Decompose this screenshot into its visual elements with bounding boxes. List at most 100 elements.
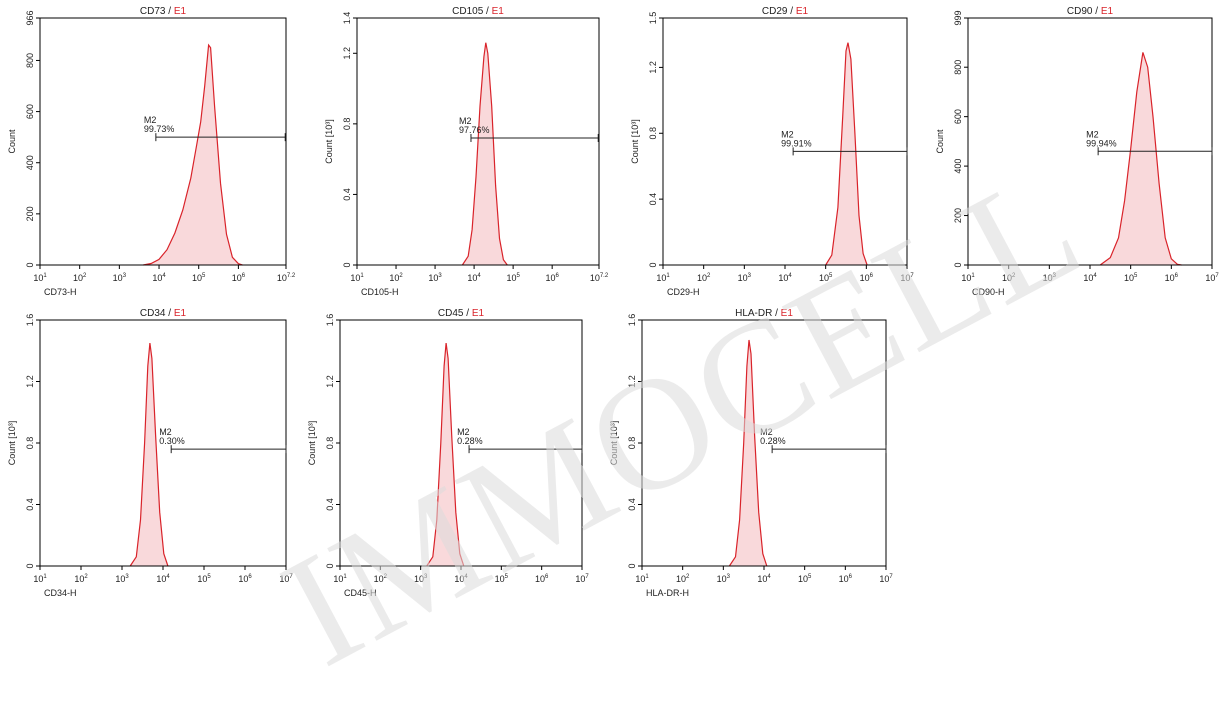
x-tick-base: 10 (819, 273, 829, 283)
x-tick-label: 104 (467, 273, 481, 283)
panel-title: CD90 / E1 (1067, 6, 1114, 17)
x-tick-base: 10 (467, 273, 477, 283)
x-tick-base: 10 (1205, 273, 1215, 283)
histogram-fill (1100, 52, 1182, 266)
histogram-line (143, 43, 243, 266)
x-tick-label: 102 (73, 273, 87, 283)
x-tick-label: 107.2 (277, 273, 296, 283)
y-axis-label: Count [10³] (324, 119, 334, 164)
x-tick-exponent: 3 (424, 574, 428, 580)
x-axis-label: CD90-H (972, 287, 1005, 297)
x-axis-label: CD29-H (667, 287, 700, 297)
x-tick-base: 10 (676, 574, 686, 584)
x-tick-base: 10 (961, 273, 971, 283)
x-tick-exponent: 5 (1134, 273, 1138, 279)
x-tick-label: 105 (506, 273, 520, 283)
x-tick-exponent: 3 (748, 273, 752, 279)
y-tick-label: 0.8 (648, 127, 658, 140)
y-tick-label: 1.2 (648, 61, 658, 74)
panel-title-gate: E1 (174, 6, 187, 17)
marker-percent: 0.28% (457, 436, 483, 446)
x-tick-base: 10 (635, 574, 645, 584)
x-tick-exponent: 6 (242, 273, 246, 279)
x-tick-exponent: 6 (849, 574, 853, 580)
x-tick-exponent: 1 (971, 273, 975, 279)
x-tick-exponent: 2 (84, 574, 88, 580)
marker-percent: 99.73% (144, 124, 175, 134)
panel-title: CD73 / E1 (140, 6, 187, 17)
marker-name: M2 (459, 116, 472, 126)
histogram-line (728, 339, 768, 567)
x-tick-base: 10 (428, 273, 438, 283)
plot-frame (356, 17, 600, 266)
y-tick-label: 1.6 (325, 314, 335, 327)
x-tick-exponent: 3 (727, 574, 731, 580)
x-tick-base: 10 (495, 574, 505, 584)
x-tick-base: 10 (778, 273, 788, 283)
x-tick-label: 105 (495, 574, 509, 584)
x-tick-label: 104 (156, 574, 170, 584)
plot-frame (39, 17, 287, 266)
x-tick-base: 10 (545, 273, 555, 283)
panel-title-marker: CD29 (762, 6, 788, 17)
y-axis-label: Count [10³] (609, 421, 619, 466)
x-tick-exponent: 1 (43, 574, 47, 580)
x-tick-label: 105 (798, 574, 812, 584)
y-tick-label: 1.5 (648, 12, 658, 25)
x-tick-exponent: 6 (1175, 273, 1179, 279)
x-tick-base: 10 (115, 574, 125, 584)
x-tick-label: 102 (697, 273, 711, 283)
marker-percent: 0.30% (159, 436, 185, 446)
y-tick-label: 0.4 (325, 498, 335, 511)
y-tick-label: 0.8 (627, 437, 637, 450)
x-tick-exponent: 4 (464, 574, 468, 580)
x-tick-label: 104 (757, 574, 771, 584)
x-tick-base: 10 (798, 574, 808, 584)
x-tick-base: 10 (238, 574, 248, 584)
x-tick-exponent: 1 (343, 574, 347, 580)
y-tick-label: 0.4 (648, 193, 658, 206)
panel-title-gate: E1 (796, 6, 809, 17)
x-tick-label: 103 (738, 273, 752, 283)
x-tick-label: 106 (839, 574, 853, 584)
panel-title: CD29 / E1 (762, 6, 809, 17)
x-tick-base: 10 (192, 273, 202, 283)
x-tick-label: 101 (333, 574, 347, 584)
x-tick-label: 105 (192, 273, 206, 283)
histogram-line (825, 42, 868, 266)
x-tick-label: 104 (1083, 273, 1097, 283)
y-tick-label: 200 (25, 206, 35, 221)
y-tick-label: 1.4 (342, 12, 352, 25)
x-tick-base: 10 (1083, 273, 1093, 283)
x-tick-exponent: 7 (1215, 273, 1219, 279)
x-tick-base: 10 (1124, 273, 1134, 283)
y-axis-label: Count (7, 129, 17, 154)
x-tick-label: 106 (238, 574, 252, 584)
y-tick-label: 800 (953, 60, 963, 75)
x-tick-label: 103 (113, 273, 127, 283)
y-axis-label: Count [10³] (307, 421, 317, 466)
panel-title-marker: HLA-DR (735, 308, 772, 319)
x-axis-label: CD34-H (44, 588, 77, 598)
y-tick-label: 1.2 (325, 375, 335, 388)
x-tick-base: 10 (839, 574, 849, 584)
x-tick-exponent: 7.2 (600, 273, 609, 279)
y-tick-label: 0.8 (325, 437, 335, 450)
marker-name: M2 (781, 129, 794, 139)
figure: CD73 / E1 101 102 103 104 105 106 107.2 0 200 400 6… (7, 6, 1219, 598)
x-tick-base: 10 (1165, 273, 1175, 283)
y-tick-label: 0.4 (627, 498, 637, 511)
x-tick-exponent: 7 (910, 273, 914, 279)
y-tick-label: 600 (953, 109, 963, 124)
x-tick-base: 10 (152, 273, 162, 283)
x-tick-base: 10 (350, 273, 360, 283)
marker-name: M2 (159, 427, 172, 437)
panel-title-gate: E1 (174, 308, 187, 319)
x-tick-label: 104 (778, 273, 792, 283)
y-tick-label: 1.2 (342, 47, 352, 60)
marker-name: M2 (144, 115, 157, 125)
x-tick-base: 10 (506, 273, 516, 283)
x-tick-base: 10 (535, 574, 545, 584)
